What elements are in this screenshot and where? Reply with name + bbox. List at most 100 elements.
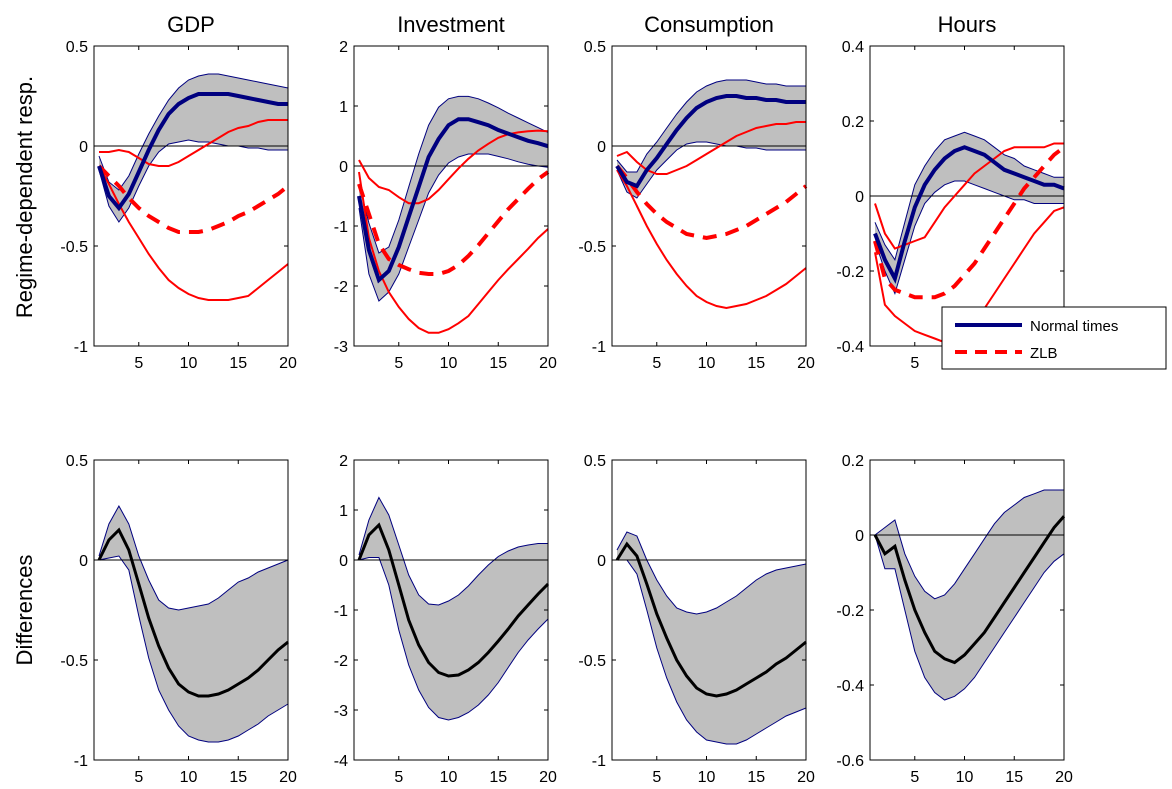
legend-box [941,306,1167,370]
panel-title: Consumption [644,12,774,37]
difference-line [615,541,807,698]
normal-upper-edge [98,73,289,191]
x-tick-label: 10 [180,355,198,372]
legend-zlb-label: ZLB [1030,345,1058,362]
difference-band [617,532,806,744]
x-tick-label: 20 [797,355,815,372]
y-tick-label: -1 [74,339,88,356]
difference-upper-edge [98,504,289,611]
axes-box [353,45,549,347]
difference-line [97,527,289,698]
y-tick-label: 0 [339,553,348,570]
y-tick-label: -3 [334,703,348,720]
x-tick-label: 20 [1055,769,1073,786]
difference-panel-0: -1 -0.5 0 0.5 5 10 15 20 [60,453,297,786]
axes-box [93,45,289,347]
x-tick-label: 10 [956,769,974,786]
x-tick-label: 20 [279,355,297,372]
y-tick-label: 0 [79,139,88,156]
x-tick-label: 5 [652,355,661,372]
x-tick-label: 15 [747,355,765,372]
normal-band [99,74,288,222]
difference-lower-edge [617,559,807,745]
zlb-line [357,170,550,276]
response-panel-0: -1 -0.5 0 0.5 5 10 15 20 GDP [60,12,297,372]
difference-upper-edge [874,489,1064,600]
difference-panel-1: -4 -3 -2 -1 0 1 2 5 10 15 20 [334,453,557,786]
normal-upper-edge [358,95,549,254]
x-tick-label: 15 [229,769,247,786]
normal-lower-edge [358,153,549,302]
row-label-differences: Differences [12,555,37,666]
x-tick-label: 10 [698,769,716,786]
zlb-lower-bound [616,169,807,310]
zlb-upper-bound [358,129,549,205]
difference-lower-edge [358,557,549,721]
y-tick-label: -0.5 [60,653,88,670]
y-tick-label: -1 [74,753,88,770]
axes-box [611,45,807,347]
normal-upper-edge [874,131,1064,262]
y-tick-label: 0 [597,553,606,570]
zlb-lower-bound [358,171,549,334]
difference-line [357,522,550,678]
y-tick-label: -0.4 [836,339,864,356]
y-tick-label: 0.4 [842,39,864,56]
response-panel-1: -3 -2 -1 0 1 2 5 10 15 20 Investment [334,12,557,372]
difference-band [875,490,1064,700]
x-tick-label: 5 [910,769,919,786]
x-tick-label: 15 [489,769,507,786]
x-tick-label: 15 [1005,769,1023,786]
y-tick-label: 0 [855,528,864,545]
x-tick-label: 10 [180,769,198,786]
axes-box [611,459,807,761]
y-tick-label: -3 [334,339,348,356]
x-tick-label: 10 [440,355,458,372]
y-tick-label: -0.5 [578,239,606,256]
y-tick-label: 0.5 [584,39,606,56]
y-tick-label: 0 [855,189,864,206]
y-tick-label: -0.2 [836,603,864,620]
normal-lower-edge [616,141,806,199]
zlb-upper-bound [874,142,1064,250]
y-tick-label: 0.5 [66,453,88,470]
axes-box [93,459,289,761]
normal-band [359,96,548,302]
x-tick-label: 5 [910,355,919,372]
y-tick-label: 2 [339,39,348,56]
response-panel-2: -1 -0.5 0 0.5 5 10 15 20 Consumption [578,12,815,372]
y-tick-label: 0.5 [584,453,606,470]
x-tick-label: 10 [698,355,716,372]
normal-times-line [97,92,288,212]
zlb-lower-bound [98,165,289,301]
y-tick-label: -4 [334,753,348,770]
x-tick-label: 15 [747,769,765,786]
zlb-upper-bound [99,119,288,167]
difference-band [359,497,548,720]
normal-lower-edge [874,180,1064,295]
y-tick-label: -0.5 [60,239,88,256]
x-tick-label: 15 [229,355,247,372]
difference-panel-2: -1 -0.5 0 0.5 5 10 15 20 [578,453,815,786]
y-tick-label: 0 [597,139,606,156]
normal-times-line [873,145,1065,284]
x-tick-label: 20 [279,769,297,786]
x-tick-label: 5 [394,355,403,372]
x-tick-label: 5 [394,769,403,786]
difference-upper-edge [358,496,548,606]
difference-upper-edge [616,531,807,615]
row-label-responses: Regime-dependent resp. [12,76,37,318]
y-tick-label: 1 [339,503,348,520]
normal-times-line [357,117,549,284]
normal-lower-edge [98,139,288,223]
y-tick-label: 0.2 [842,453,864,470]
y-tick-label: -0.6 [836,753,864,770]
y-tick-label: 1 [339,99,348,116]
panel-title: Hours [938,12,997,37]
difference-panel-3: -0.6 -0.4 -0.2 0 0.2 5 10 15 20 [836,453,1073,786]
x-tick-label: 15 [489,355,507,372]
x-tick-label: 20 [539,769,557,786]
zlb-line [97,164,290,234]
normal-band [617,80,806,198]
